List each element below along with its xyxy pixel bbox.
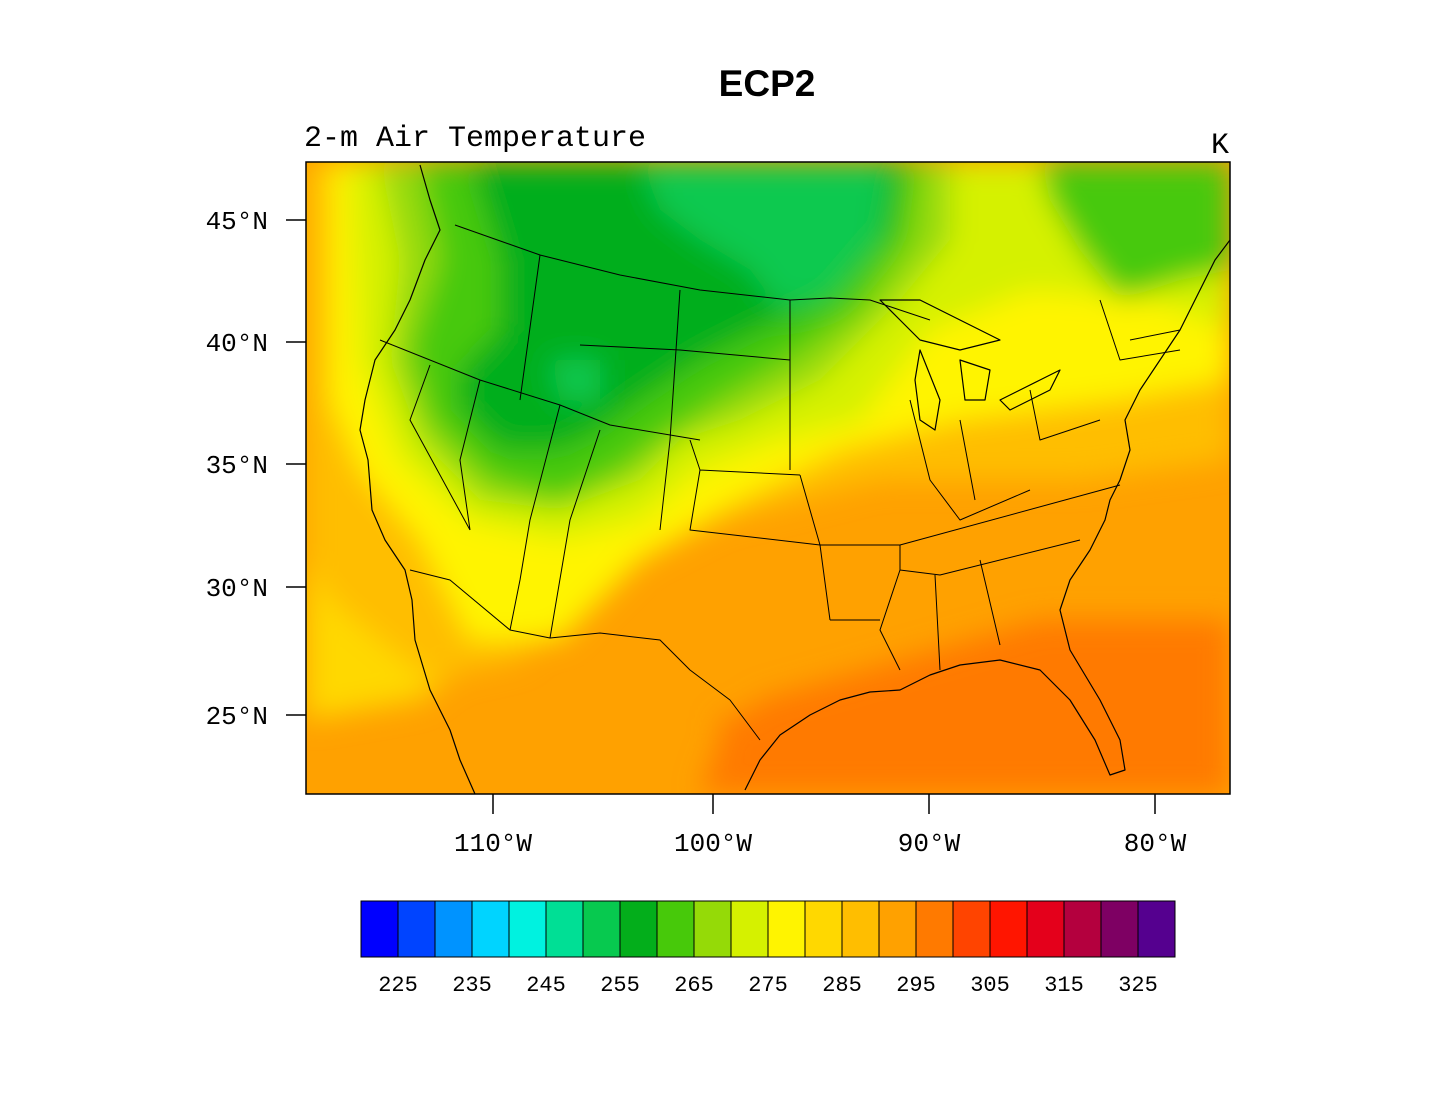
lat-label-25n: 25°N bbox=[206, 702, 268, 732]
colorbar-swatch bbox=[841, 900, 880, 958]
state-lines bbox=[379, 254, 1181, 671]
lon-label-90w: 90°W bbox=[898, 829, 961, 859]
map-title: ECP2 bbox=[719, 63, 816, 104]
lat-label-30n: 30°N bbox=[206, 574, 268, 604]
colorbar-swatch bbox=[878, 900, 917, 958]
field-band-orange-texas bbox=[720, 700, 800, 790]
colorbar-label: 315 bbox=[1044, 973, 1084, 998]
colorbar-swatch bbox=[1063, 900, 1102, 958]
us-mexico-border bbox=[409, 569, 761, 741]
latitude-axis: 45°N 40°N 35°N 30°N 25°N bbox=[206, 207, 306, 732]
lat-label-40n: 40°N bbox=[206, 329, 268, 359]
colorbar-label: 305 bbox=[970, 973, 1010, 998]
units-label: K bbox=[1211, 129, 1229, 163]
colorbar: 225 235 245 255 265 275 285 295 305 315 325 bbox=[360, 900, 1176, 998]
colorbar-swatch bbox=[952, 900, 991, 958]
field-band-orange bbox=[700, 620, 1230, 794]
colorbar-label: 255 bbox=[600, 973, 640, 998]
colorbar-swatch bbox=[804, 900, 843, 958]
lon-label-110w: 110°W bbox=[454, 829, 532, 859]
colorbar-label: 295 bbox=[896, 973, 936, 998]
field-band-green-light-east bbox=[1040, 162, 1230, 300]
lon-label-100w: 100°W bbox=[674, 829, 752, 859]
temperature-field bbox=[306, 162, 1230, 794]
colorbar-swatch bbox=[1026, 900, 1065, 958]
colorbar-label: 275 bbox=[748, 973, 788, 998]
colorbar-swatch bbox=[582, 900, 621, 958]
colorbar-swatch bbox=[434, 900, 473, 958]
colorbar-swatch bbox=[730, 900, 769, 958]
coastline bbox=[359, 164, 1230, 794]
colorbar-swatch bbox=[619, 900, 658, 958]
colorbar-label: 245 bbox=[526, 973, 566, 998]
colorbar-swatch bbox=[989, 900, 1028, 958]
colorbar-label: 235 bbox=[452, 973, 492, 998]
map-frame bbox=[305, 161, 1231, 795]
longitude-axis: 110°W 100°W 90°W 80°W bbox=[454, 794, 1187, 859]
colorbar-swatch bbox=[693, 900, 732, 958]
colorbar-swatch bbox=[1100, 900, 1139, 958]
great-lakes bbox=[879, 299, 1061, 431]
colorbar-swatch bbox=[471, 900, 510, 958]
colorbar-swatch bbox=[1137, 900, 1176, 958]
colorbar-label: 285 bbox=[822, 973, 862, 998]
field-band-green-mid-rockies bbox=[550, 360, 600, 400]
colorbar-swatch bbox=[360, 900, 399, 958]
political-boundaries bbox=[359, 164, 1230, 794]
colorbar-swatch bbox=[397, 900, 436, 958]
lon-label-80w: 80°W bbox=[1124, 829, 1187, 859]
colorbar-label: 325 bbox=[1118, 973, 1158, 998]
variable-name: 2-m Air Temperature bbox=[304, 122, 646, 156]
colorbar-swatch bbox=[545, 900, 584, 958]
colorbar-swatch bbox=[656, 900, 695, 958]
colorbar-swatch bbox=[767, 900, 806, 958]
field-band-green-mid bbox=[640, 162, 890, 310]
colorbar-label: 265 bbox=[674, 973, 714, 998]
colorbar-swatch bbox=[508, 900, 547, 958]
lat-label-45n: 45°N bbox=[206, 207, 268, 237]
colorbar-label: 225 bbox=[378, 973, 418, 998]
colorbar-swatch bbox=[915, 900, 954, 958]
lat-label-35n: 35°N bbox=[206, 451, 268, 481]
